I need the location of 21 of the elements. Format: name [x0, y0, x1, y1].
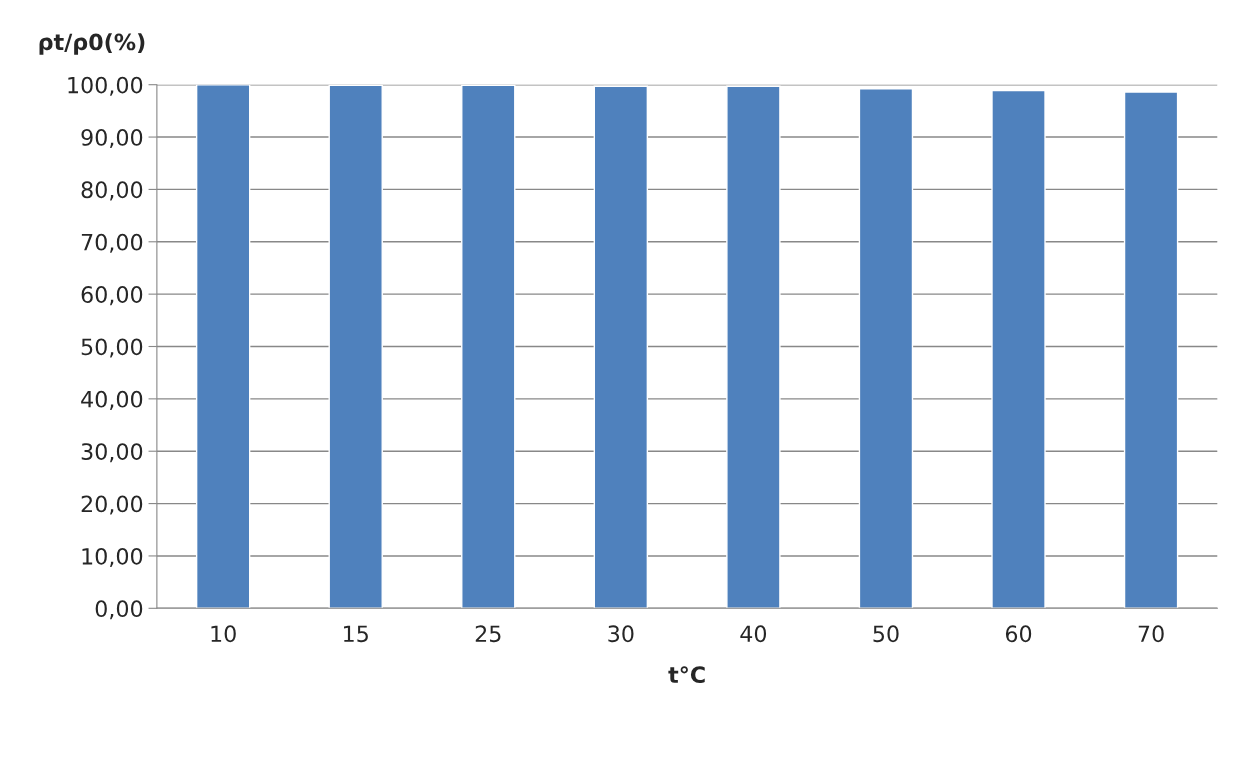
x-tick-label: 60: [1005, 625, 1032, 643]
x-tick-label: 50: [873, 625, 899, 643]
y-tick-label: 0,00: [95, 600, 143, 620]
y-tick-label: 90,00: [81, 129, 143, 149]
x-tick-label: 30: [608, 625, 634, 643]
y-tick-label: 80,00: [81, 181, 143, 201]
x-tick-label: 10: [211, 625, 236, 643]
y-axis-title: ρt/ρ0(%): [39, 33, 145, 55]
x-tick-label: 15: [344, 625, 368, 643]
x-axis-title: t°C: [668, 666, 705, 684]
y-tick-label: 50,00: [81, 338, 143, 358]
y-tick-label: 100,00: [68, 76, 143, 96]
y-tick-label: 20,00: [81, 495, 143, 515]
y-tick-label: 60,00: [81, 286, 143, 306]
y-tick-label: 30,00: [81, 443, 143, 463]
x-tick-label: 70: [1138, 625, 1164, 643]
x-tick-label: 40: [740, 625, 767, 643]
y-tick-label: 70,00: [81, 233, 143, 253]
x-tick-label: 25: [475, 625, 501, 643]
y-tick-label: 40,00: [81, 390, 143, 410]
y-tick-label: 10,00: [82, 547, 143, 567]
